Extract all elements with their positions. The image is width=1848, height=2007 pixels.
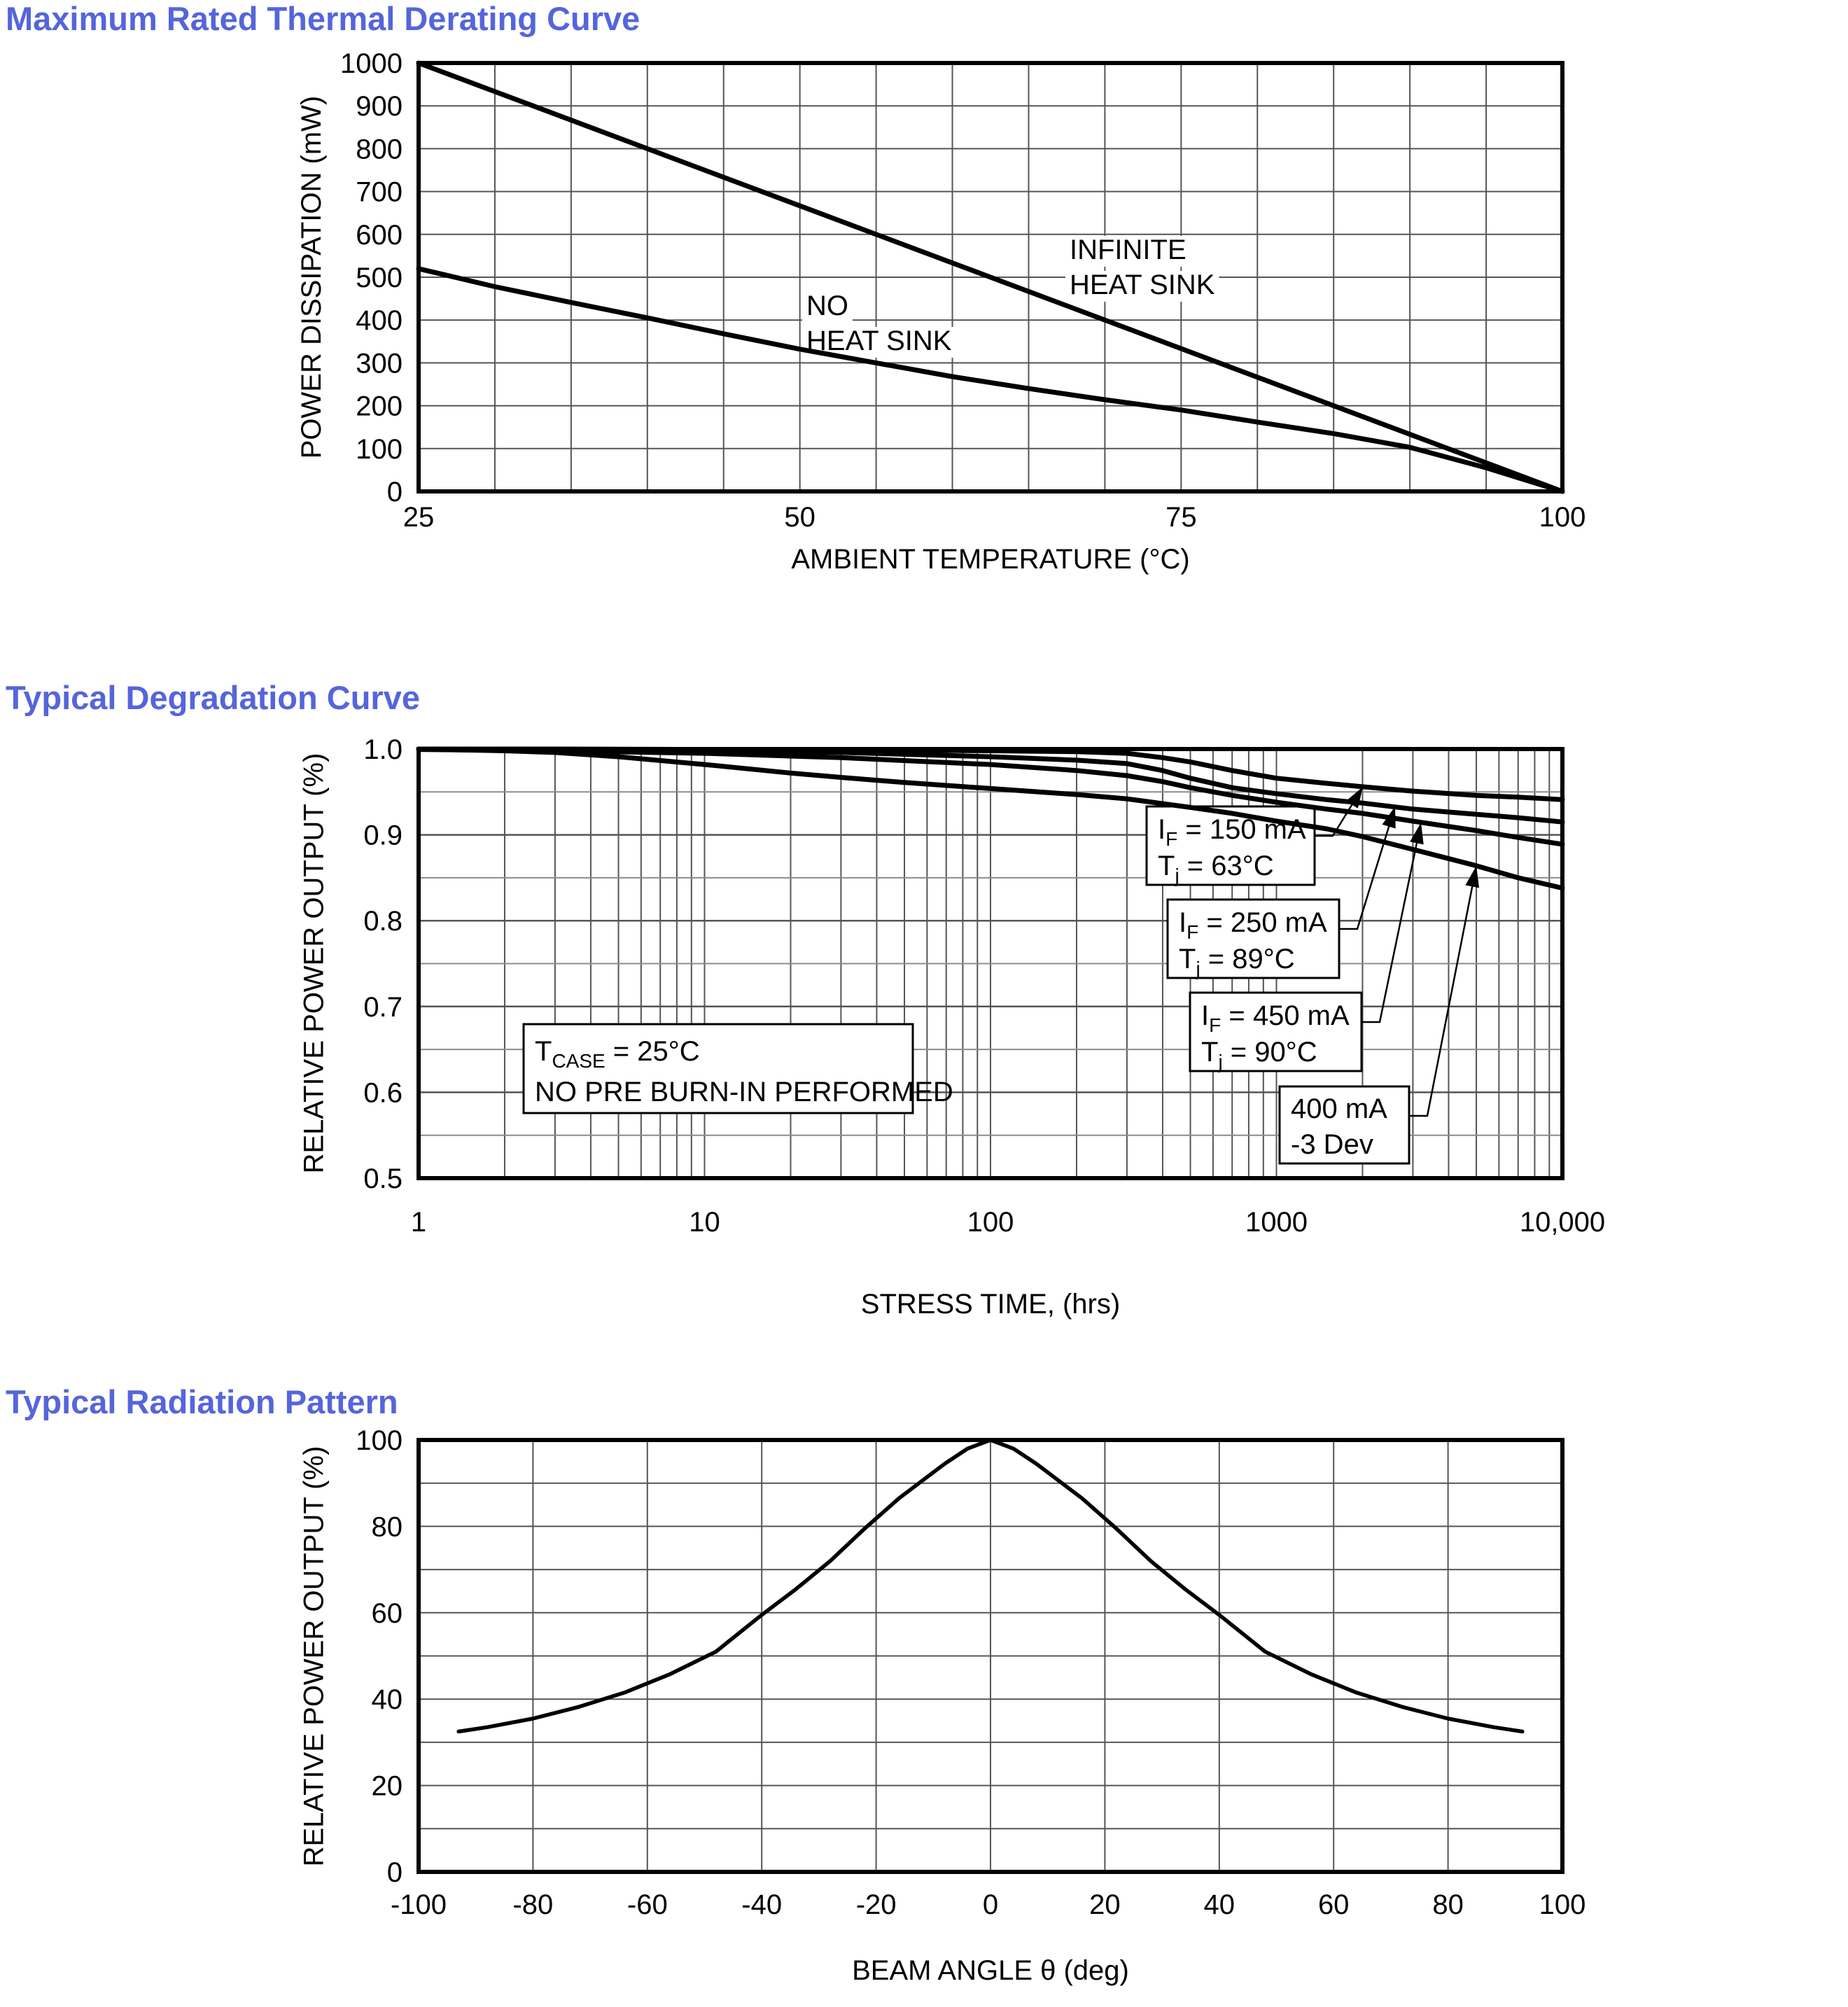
annotation-text: IF = 150 mA	[1158, 814, 1306, 850]
y-tick-label: 60	[372, 1598, 403, 1629]
chart1-title: Maximum Rated Thermal Derating Curve	[6, 0, 640, 37]
tick-labels: 1 10 100 1000 10,000 1.0 0.9 0.8 0.7 0.6 0.5	[363, 734, 1605, 1238]
x-tick-label: 60	[1318, 1889, 1350, 1920]
series-curve	[416, 746, 1565, 825]
x-tick-label: 20	[1089, 1889, 1121, 1920]
annotation-text: Tj = 89°C	[1179, 944, 1295, 979]
chart2-title: Typical Degradation Curve	[6, 679, 420, 716]
y-tick-label: 1.0	[363, 734, 402, 765]
annotation-arrowhead	[1410, 823, 1424, 845]
annotation-text: IF = 250 mA	[1179, 907, 1327, 943]
x-tick-label: -100	[391, 1889, 447, 1920]
y-tick-label: 40	[372, 1684, 403, 1715]
annotation-text: NO PRE BURN-IN PERFORMED	[535, 1077, 953, 1107]
series-curve	[416, 747, 1565, 847]
series-label: HEAT SINK	[806, 326, 952, 356]
series-label-bg	[1065, 236, 1191, 267]
plot-border	[416, 1438, 1564, 1874]
y-tick-label: 0	[387, 1857, 402, 1888]
series-curve	[416, 60, 1565, 494]
series-label-bg	[802, 292, 853, 323]
x-tick-label: 40	[1204, 1889, 1236, 1920]
y-tick-label: 0.6	[363, 1077, 402, 1108]
tick-labels: -100 -80 -60 -40 -20 0 20 40 60 80 100 0 20 40 60 80 100	[356, 1425, 1586, 1920]
y-tick-label: 500	[356, 263, 402, 293]
chart1-x-axis-title: AMBIENT TEMPERATURE (°C)	[791, 544, 1190, 575]
y-tick-label: 100	[356, 434, 402, 465]
annotation-box	[1189, 991, 1363, 1072]
x-tick-label: 10	[689, 1207, 720, 1238]
y-tick-label: 400	[356, 305, 402, 336]
y-tick-label: 0.9	[363, 820, 402, 851]
series-label-bg	[1065, 271, 1219, 302]
tick-labels: 25 50 75 1000100200300400500600700800900100…	[340, 48, 1586, 533]
y-tick-label: 300	[356, 348, 402, 379]
y-tick-label: 80	[372, 1511, 403, 1542]
annotation-arrow	[1339, 806, 1396, 930]
x-tick-label: 1	[411, 1207, 426, 1238]
chart3-x-axis-title: BEAM ANGLE θ (deg)	[852, 1955, 1129, 1986]
x-tick-label: 10,000	[1520, 1207, 1605, 1238]
y-tick-label: 0	[387, 477, 402, 508]
y-tick-label: 100	[356, 1425, 402, 1456]
y-tick-label: 900	[356, 91, 402, 122]
plot-border	[416, 61, 1564, 494]
x-tick-label: 1000	[1245, 1207, 1308, 1238]
series-labels: NO HEAT SINK INFINITE HEAT SINK	[802, 235, 1219, 358]
series-curve	[416, 266, 1565, 494]
x-tick-label: 80	[1432, 1889, 1464, 1920]
series-label: HEAT SINK	[1070, 270, 1215, 300]
chart-3: -100 -80 -60 -40 -20 0 20 40 60 80 100 0 20 40 60 80 100	[356, 1425, 1586, 1920]
annotation-box	[1145, 805, 1316, 886]
y-tick-label: 20	[372, 1771, 403, 1802]
annotation-arrow	[1409, 865, 1478, 1117]
y-tick-label: 700	[356, 177, 402, 208]
annotation-text: Tj = 63°C	[1158, 851, 1274, 886]
series-label: NO	[806, 291, 848, 321]
x-tick-label: -40	[741, 1889, 782, 1920]
x-tick-label: 0	[983, 1889, 998, 1920]
x-tick-label: 100	[1539, 1889, 1586, 1920]
annotation-arrow	[1362, 822, 1422, 1023]
x-tick-label: 100	[967, 1207, 1014, 1238]
x-tick-label: 100	[1539, 502, 1586, 533]
annotation-text: TCASE = 25°C	[535, 1036, 700, 1072]
series-label: INFINITE	[1070, 235, 1186, 265]
annotation-text: Tj = 90°C	[1201, 1037, 1317, 1072]
y-tick-label: 1000	[340, 48, 402, 79]
series-curve	[416, 746, 1565, 891]
plot-border	[416, 747, 1564, 1180]
y-tick-label: 0.5	[363, 1163, 402, 1194]
annotation-text: 400 mA	[1291, 1093, 1387, 1124]
annotation-text: IF = 450 mA	[1201, 1000, 1350, 1036]
series	[416, 60, 1565, 494]
x-tick-label: 75	[1166, 502, 1197, 533]
annotation-arrowhead	[1465, 866, 1480, 888]
x-tick-label: 50	[784, 502, 816, 533]
x-tick-label: -80	[512, 1889, 553, 1920]
annotation-box	[1166, 898, 1340, 979]
chart2-x-axis-title: STRESS TIME, (hrs)	[860, 1289, 1121, 1320]
y-tick-label: 600	[356, 220, 402, 251]
y-tick-label: 200	[356, 391, 402, 422]
annotation-box	[1278, 1085, 1410, 1165]
y-tick-label: 800	[356, 134, 402, 165]
chart3-title: Typical Radiation Pattern	[6, 1383, 398, 1420]
x-tick-label: -60	[627, 1889, 668, 1920]
x-tick-label: 25	[403, 502, 435, 533]
annotation-text: -3 Dev	[1291, 1129, 1373, 1160]
y-tick-label: 0.7	[363, 992, 402, 1023]
annotation-box	[522, 1023, 914, 1114]
grid	[419, 1440, 1562, 1872]
x-tick-label: -20	[856, 1889, 897, 1920]
y-tick-label: 0.8	[363, 906, 402, 937]
